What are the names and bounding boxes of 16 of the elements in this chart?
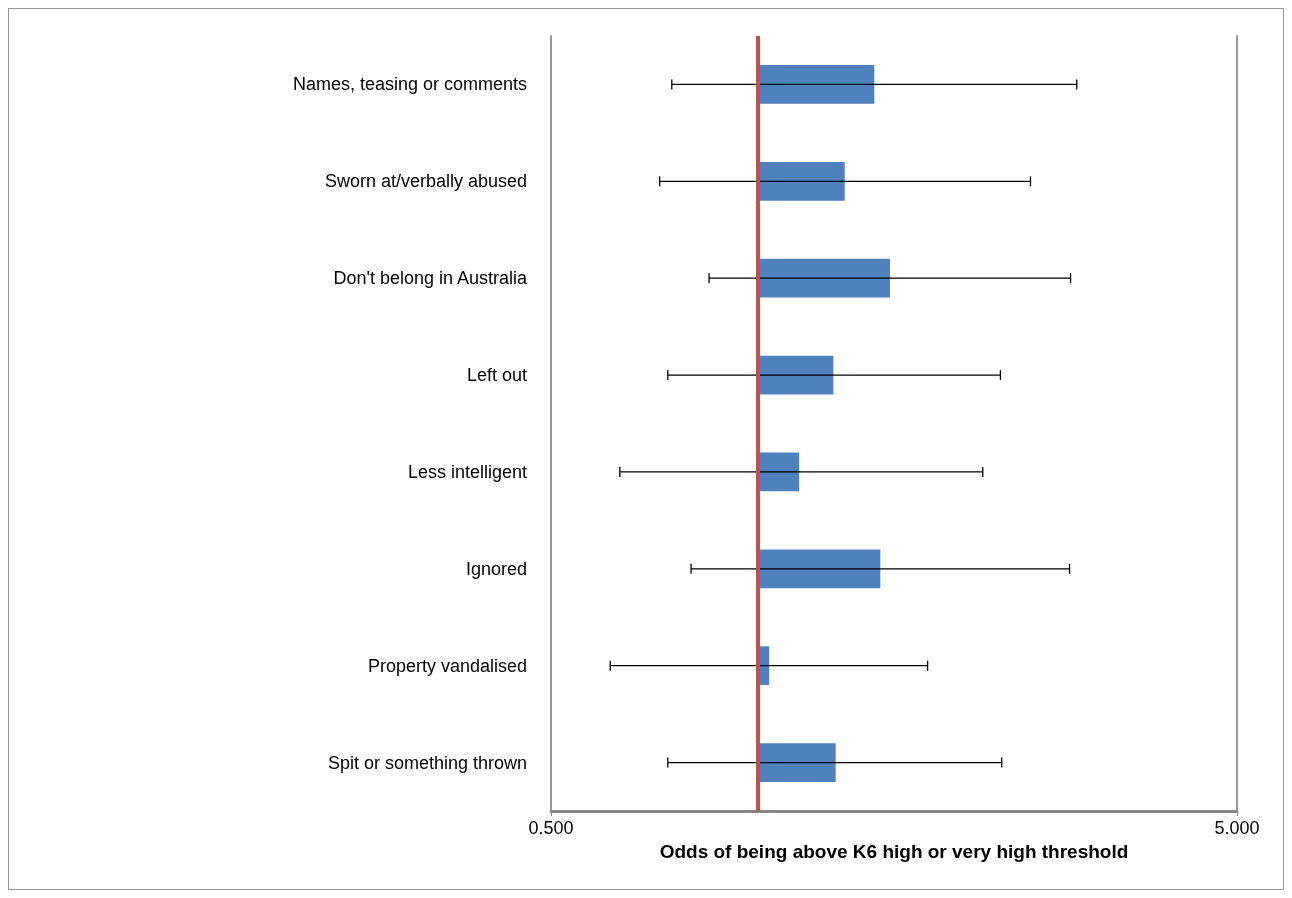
bar <box>757 258 890 298</box>
x-tick-label: 5.000 <box>1214 818 1260 838</box>
x-axis-title: Odds of being above K6 high or very high threshold <box>659 840 1129 862</box>
bar <box>757 161 845 201</box>
y-tick-label: Names, teasing or comments <box>292 74 527 95</box>
y-tick-label: Don't belong in Australia <box>333 268 528 289</box>
y-tick-label: Spit or something thrown <box>327 752 527 773</box>
bar <box>757 743 836 782</box>
y-tick-label: Sworn at/verbally abused <box>324 171 527 192</box>
y-tick-label: Property vandalised <box>367 655 527 676</box>
bar <box>757 549 881 589</box>
y-tick-label: Ignored <box>465 558 527 579</box>
x-tick-label: 0.500 <box>528 818 574 838</box>
bar <box>757 65 875 104</box>
y-tick-label: Left out <box>466 365 527 386</box>
y-tick-label: Less intelligent <box>407 461 527 482</box>
